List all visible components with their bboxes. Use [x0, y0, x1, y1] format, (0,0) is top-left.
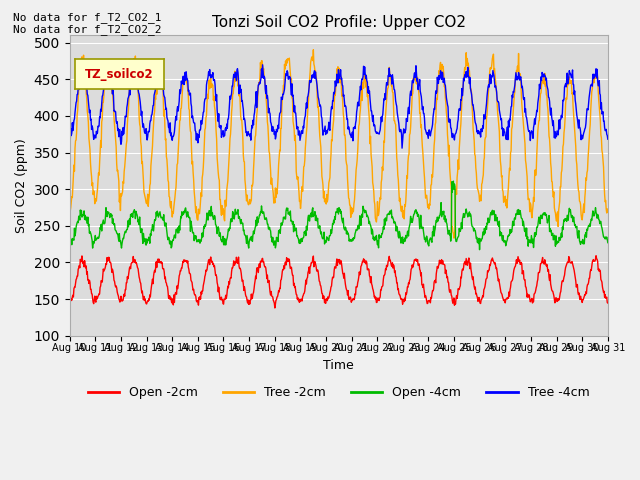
Text: No data for f_T2_CO2_1: No data for f_T2_CO2_1 [13, 12, 161, 23]
Title: Tonzi Soil CO2 Profile: Upper CO2: Tonzi Soil CO2 Profile: Upper CO2 [212, 15, 466, 30]
Legend: Open -2cm, Tree -2cm, Open -4cm, Tree -4cm: Open -2cm, Tree -2cm, Open -4cm, Tree -4… [83, 382, 595, 405]
X-axis label: Time: Time [323, 359, 354, 372]
Y-axis label: Soil CO2 (ppm): Soil CO2 (ppm) [15, 138, 28, 233]
Text: No data for f_T2_CO2_2: No data for f_T2_CO2_2 [13, 24, 161, 35]
